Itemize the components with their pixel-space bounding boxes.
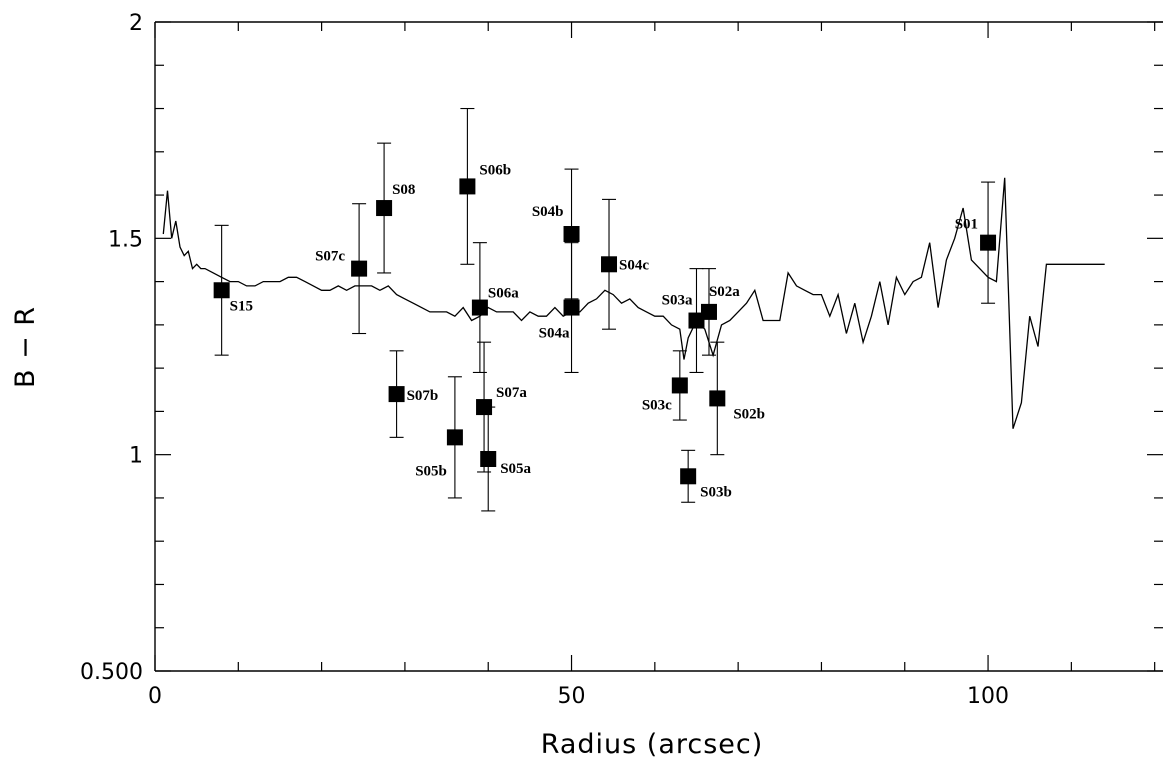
data-point-s06a: S06a bbox=[471, 242, 519, 374]
point-marker bbox=[213, 282, 230, 299]
data-point-s05b: S05b bbox=[415, 376, 463, 499]
color-profile-series bbox=[162, 177, 1105, 429]
data-point-s04b: S04b bbox=[532, 168, 580, 300]
point-label: S05a bbox=[500, 461, 531, 477]
data-point-s15: S15 bbox=[213, 224, 253, 356]
point-marker bbox=[700, 303, 717, 320]
point-marker bbox=[351, 260, 368, 277]
data-point-s07c: S07c bbox=[315, 203, 368, 335]
x-tick-label: 0 bbox=[148, 684, 162, 709]
point-marker bbox=[688, 312, 705, 329]
x-tick-label: 100 bbox=[967, 684, 1009, 709]
point-marker bbox=[480, 450, 497, 467]
point-label: S15 bbox=[230, 298, 253, 314]
point-label: S03a bbox=[662, 293, 693, 309]
point-marker bbox=[671, 377, 688, 394]
point-label: S01 bbox=[955, 217, 978, 233]
y-tick-label: 0.500 bbox=[80, 660, 143, 685]
point-label: S03b bbox=[700, 484, 732, 500]
data-point-s03c: S03c bbox=[642, 350, 688, 421]
point-marker bbox=[680, 468, 697, 485]
profile-line bbox=[162, 177, 1105, 429]
point-label: S07a bbox=[496, 385, 527, 401]
axes-frame bbox=[154, 21, 1163, 672]
point-marker bbox=[388, 386, 405, 403]
y-tick-label: 1 bbox=[129, 444, 143, 469]
axis-ticks: 0 50 100 0.500 1 1.5 2 bbox=[80, 11, 1163, 709]
data-point-s01: S01 bbox=[955, 181, 997, 304]
point-label: S06b bbox=[479, 162, 511, 178]
point-label: S07b bbox=[407, 388, 439, 404]
point-label: S02b bbox=[733, 406, 765, 422]
point-label: S04b bbox=[532, 204, 564, 220]
x-tick-label: 50 bbox=[558, 684, 586, 709]
point-label: S02a bbox=[709, 284, 740, 300]
point-marker bbox=[563, 226, 580, 243]
point-marker bbox=[709, 390, 726, 407]
data-point-s05a: S05a bbox=[480, 406, 532, 512]
data-point-s04a: S04a bbox=[539, 242, 580, 374]
data-point-s03b: S03b bbox=[680, 449, 732, 503]
point-label: S07c bbox=[315, 249, 345, 265]
data-point-s04c: S04c bbox=[601, 198, 649, 330]
x-axis-title: Radius (arcsec) bbox=[541, 729, 764, 760]
point-label: S06a bbox=[488, 286, 519, 302]
point-marker bbox=[980, 234, 997, 251]
point-marker bbox=[446, 429, 463, 446]
point-label: S05b bbox=[415, 463, 447, 479]
data-point-s03a: S03a bbox=[662, 268, 705, 374]
point-marker bbox=[601, 256, 618, 273]
point-label: S04c bbox=[619, 257, 649, 273]
point-marker bbox=[376, 200, 393, 217]
y-tick-label: 2 bbox=[129, 11, 143, 36]
data-point-s06b: S06b bbox=[459, 107, 511, 265]
point-label: S08 bbox=[392, 182, 415, 198]
y-axis-title: B − R bbox=[10, 306, 41, 388]
data-point-s02a: S02a bbox=[700, 268, 740, 356]
point-label: S04a bbox=[539, 326, 570, 342]
data-point-s07b: S07b bbox=[388, 350, 439, 438]
data-point-s08: S08 bbox=[376, 142, 415, 274]
point-marker bbox=[471, 299, 488, 316]
point-marker bbox=[459, 178, 476, 195]
point-marker bbox=[563, 299, 580, 316]
data-point-s02b: S02b bbox=[709, 341, 765, 456]
aperture-points-series: S15 S07c S08 S07b S05b S06b S06a S07a S05a S04b S0… bbox=[213, 107, 997, 512]
y-tick-label: 1.5 bbox=[108, 227, 143, 252]
point-label: S03c bbox=[642, 397, 672, 413]
